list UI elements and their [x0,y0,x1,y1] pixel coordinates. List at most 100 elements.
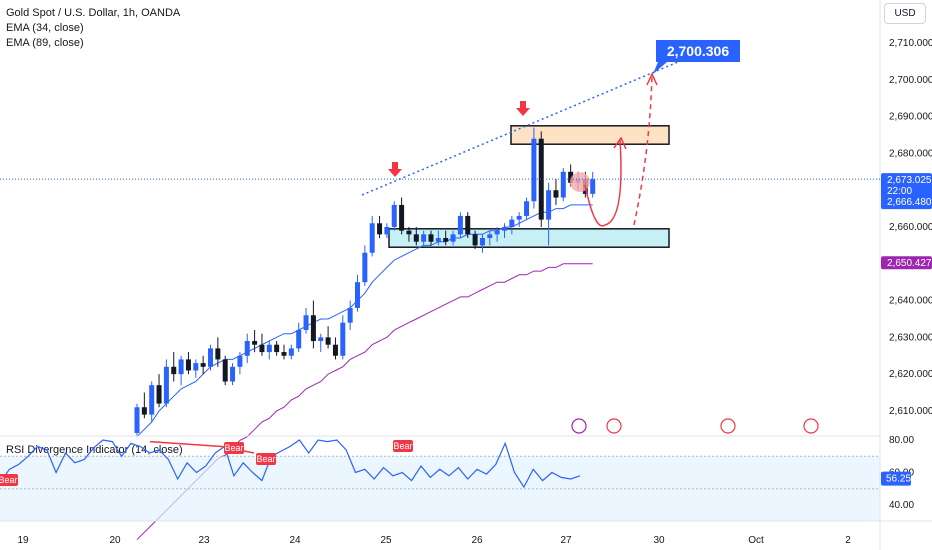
candle-body [185,359,191,371]
candle-body [200,363,206,367]
rsi-value-tag-bg [881,471,911,486]
bear-label-text: Bear [256,454,275,464]
candle-body [149,385,155,415]
candle-body [362,252,368,283]
candle-body [310,315,316,342]
bear-label-text: Bear [393,441,412,451]
price-tick-label: 2,610.000 [889,406,932,417]
candles-layer [134,127,596,437]
price-tick-label: 2,700.000 [889,75,932,86]
candle-body [259,344,265,353]
candle-body [274,344,280,353]
candle-body [487,234,493,239]
trendline [361,61,679,196]
ema34-legend[interactable]: EMA (34, close) [6,22,84,34]
candle-body [590,179,596,194]
peak-arrow-right [516,101,530,116]
time-tick-label: 30 [653,535,665,546]
ema89-price-tag-bg [881,256,932,270]
price-tick-label: 2,680.000 [889,148,932,159]
target-arrowhead [646,72,658,86]
candle-body [141,407,147,415]
candle-body [435,238,441,242]
bear-divergence-line [149,440,223,448]
ema89-legend[interactable]: EMA (89, close) [6,37,84,49]
candle-body [384,226,390,235]
flag-icon [720,418,736,434]
candle-body [391,204,397,227]
time-tick-label: 27 [560,535,572,546]
time-tick-label: 19 [17,535,29,546]
target-label-bg [653,40,740,74]
price-tick-label: 2,690.000 [889,112,932,123]
candle-body [244,341,250,356]
last-price-tag-text: 22:00 [887,186,912,197]
price-tick-label: 2,660.000 [889,222,932,233]
candle-body [465,215,471,235]
candle-body [325,337,331,345]
chart-legend: Gold Spot / U.S. Dollar, 1h, OANDA EMA (… [6,6,180,51]
candle-body [215,348,221,360]
candle-body [134,407,140,433]
event-icon [571,418,587,434]
candle-body [538,138,544,220]
candle-body [457,215,463,235]
rsi-pane: Bear Bear Bear Bear [0,439,880,522]
candle-body [509,219,515,227]
candle-body [237,355,243,367]
bear-label-bg [224,442,244,454]
candle-body [208,348,213,367]
candle-body [531,138,537,202]
symbol-title[interactable]: Gold Spot / U.S. Dollar, 1h, OANDA [6,7,181,19]
candle-body [479,238,485,246]
bear-label-bg [393,440,413,452]
candle-body [171,366,177,375]
candle-body [163,366,169,404]
candle-body [406,230,412,235]
price-tick-label: 2,640.000 [889,296,932,307]
currency-button[interactable]: USD [884,3,926,24]
current-price-marker [570,172,590,193]
rsi-legend[interactable]: RSI Divergence Indicator (14, close) [6,444,183,456]
candle-body [472,234,478,246]
candle-body [230,366,236,382]
candle-body [546,190,552,220]
candle-body [428,234,434,242]
time-tick-label: 24 [289,535,301,546]
candle-body [553,190,559,198]
bear-label-text: Bear [0,475,18,485]
candle-body [568,171,574,183]
candle-body [156,385,162,404]
zones-layer [388,125,670,248]
candle-body [494,230,500,235]
rsi-tick-label: 40.00 [889,500,914,511]
candle-body [296,329,302,349]
candle-body [332,344,338,356]
candle-body [369,223,375,253]
rsi-value-tag-text: 56.25 [886,474,911,485]
time-tick-label: 23 [198,535,210,546]
candle-body [516,215,522,220]
candle-body [303,315,309,330]
price-tick-label: 2,620.000 [889,369,932,380]
candle-body [222,359,228,382]
time-tick-label: 2 [845,535,851,546]
candle-body [252,341,258,345]
time-tick-label: Oct [748,535,764,546]
flag-icon [803,418,819,434]
candle-body [266,344,272,353]
candle-body [502,226,507,231]
candle-body [524,201,530,216]
rsi-line [0,439,581,489]
last-price-tag-bg [881,173,932,210]
projected-path [584,139,622,227]
target-label-text: 2,700.306 [667,43,729,59]
candle-body [281,352,287,356]
candle-body [413,234,419,242]
target-path [633,74,653,226]
drawings-layer: 2,700.306 [361,40,819,434]
last-price-tag-text: 2,666.480 [887,197,932,208]
last-price-tag-text: 2,673.025 [887,175,932,186]
time-tick-label: 25 [380,535,392,546]
